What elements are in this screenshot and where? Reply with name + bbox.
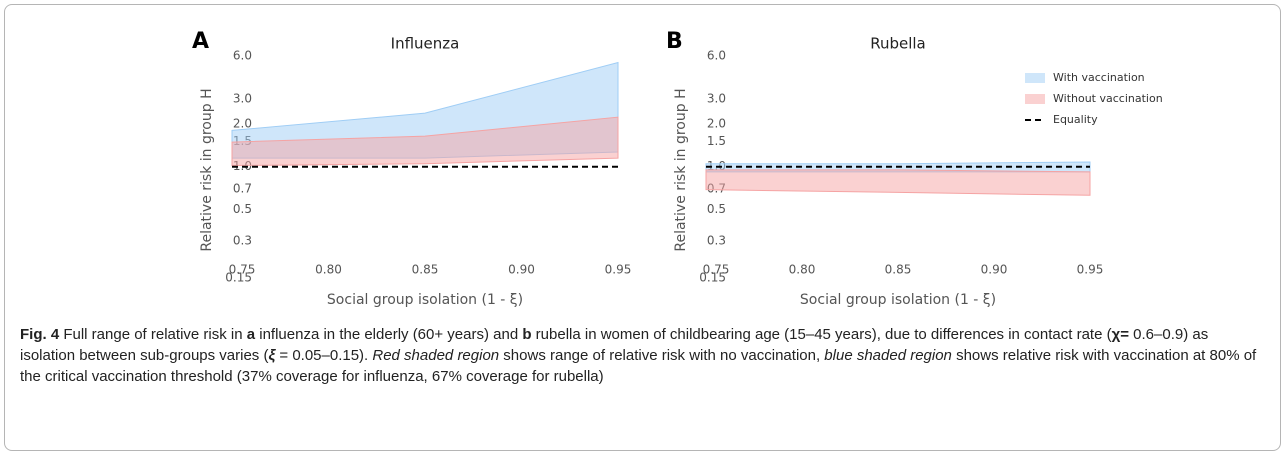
y-tick-label: 0.7 xyxy=(233,181,252,195)
panel-label: A xyxy=(192,29,209,54)
y-tick-label: 3.0 xyxy=(707,91,726,105)
chart-title: Influenza xyxy=(391,35,460,53)
x-tick-label: 0.95 xyxy=(1077,263,1104,277)
y-tick-label: 0.5 xyxy=(233,202,252,216)
legend-label: Without vaccination xyxy=(1053,92,1163,105)
chart-title: Rubella xyxy=(870,35,926,53)
x-axis-label: Social group isolation (1 - ξ) xyxy=(327,292,523,308)
y-tick-label: 6.0 xyxy=(707,49,726,63)
x-tick-label: 0.75 xyxy=(703,263,730,277)
caption-run: Full range of relative risk in xyxy=(59,326,247,343)
legend-label: With vaccination xyxy=(1053,71,1145,84)
x-tick-label: 0.85 xyxy=(885,263,912,277)
y-tick-label: 0.15 xyxy=(699,271,726,285)
caption-run: Fig. 4 xyxy=(20,326,60,343)
y-tick-label: 0.3 xyxy=(707,234,726,248)
x-tick-label: 0.85 xyxy=(412,263,439,277)
chart: A Influenza Relative risk in group H Social… xyxy=(192,29,1163,308)
y-tick-label: 0.5 xyxy=(707,202,726,216)
x-tick-label: 0.90 xyxy=(981,263,1008,277)
caption-run: b xyxy=(522,326,532,343)
caption-run: shows range of relative risk with no vac… xyxy=(499,347,825,364)
caption-run: rubella in women of childbearing age (15… xyxy=(531,326,1112,343)
caption-run: shows relative risk with vaccination at … xyxy=(20,347,1257,385)
caption-run: influenza in the elderly (60+ years) and xyxy=(255,326,523,343)
y-tick-label: 0.15 xyxy=(225,271,252,285)
caption-run: blue shaded region xyxy=(824,347,952,364)
x-tick-label: 0.80 xyxy=(315,263,342,277)
y-tick-label: 3.0 xyxy=(233,91,252,105)
x-tick-label: 0.75 xyxy=(229,263,256,277)
panel-label: B xyxy=(666,29,683,54)
legend-label: Equality xyxy=(1053,113,1098,126)
caption-run: 0.6–0.9) as isolation between sub-groups… xyxy=(20,326,1209,364)
y-tick-label: 6.0 xyxy=(233,49,252,63)
caption-run: χ= xyxy=(1111,326,1129,343)
x-tick-label: 0.80 xyxy=(789,263,816,277)
band xyxy=(705,169,1091,196)
y-axis-label: Relative risk in group H xyxy=(673,88,689,251)
caption-run: a xyxy=(246,326,256,343)
y-tick-label: 2.0 xyxy=(233,116,252,130)
legend-swatch xyxy=(1025,73,1045,83)
x-axis-label: Social group isolation (1 - ξ) xyxy=(800,292,996,308)
caption-run: = 0.05–0.15). xyxy=(275,347,373,364)
y-tick-label: 2.0 xyxy=(707,116,726,130)
y-axis-label: Relative risk in group H xyxy=(199,88,215,251)
caption: Fig. 4 Full range of relative risk in a … xyxy=(20,324,1265,387)
caption-run: ξ xyxy=(268,347,276,364)
band xyxy=(231,116,619,167)
y-tick-label: 0.3 xyxy=(233,234,252,248)
legend-swatch xyxy=(1025,94,1045,104)
x-tick-label: 0.90 xyxy=(508,263,535,277)
figure-frame xyxy=(4,4,1281,451)
y-tick-label: 1.5 xyxy=(707,134,726,148)
caption-run: Red shaded region xyxy=(372,347,500,364)
x-tick-label: 0.95 xyxy=(605,263,632,277)
